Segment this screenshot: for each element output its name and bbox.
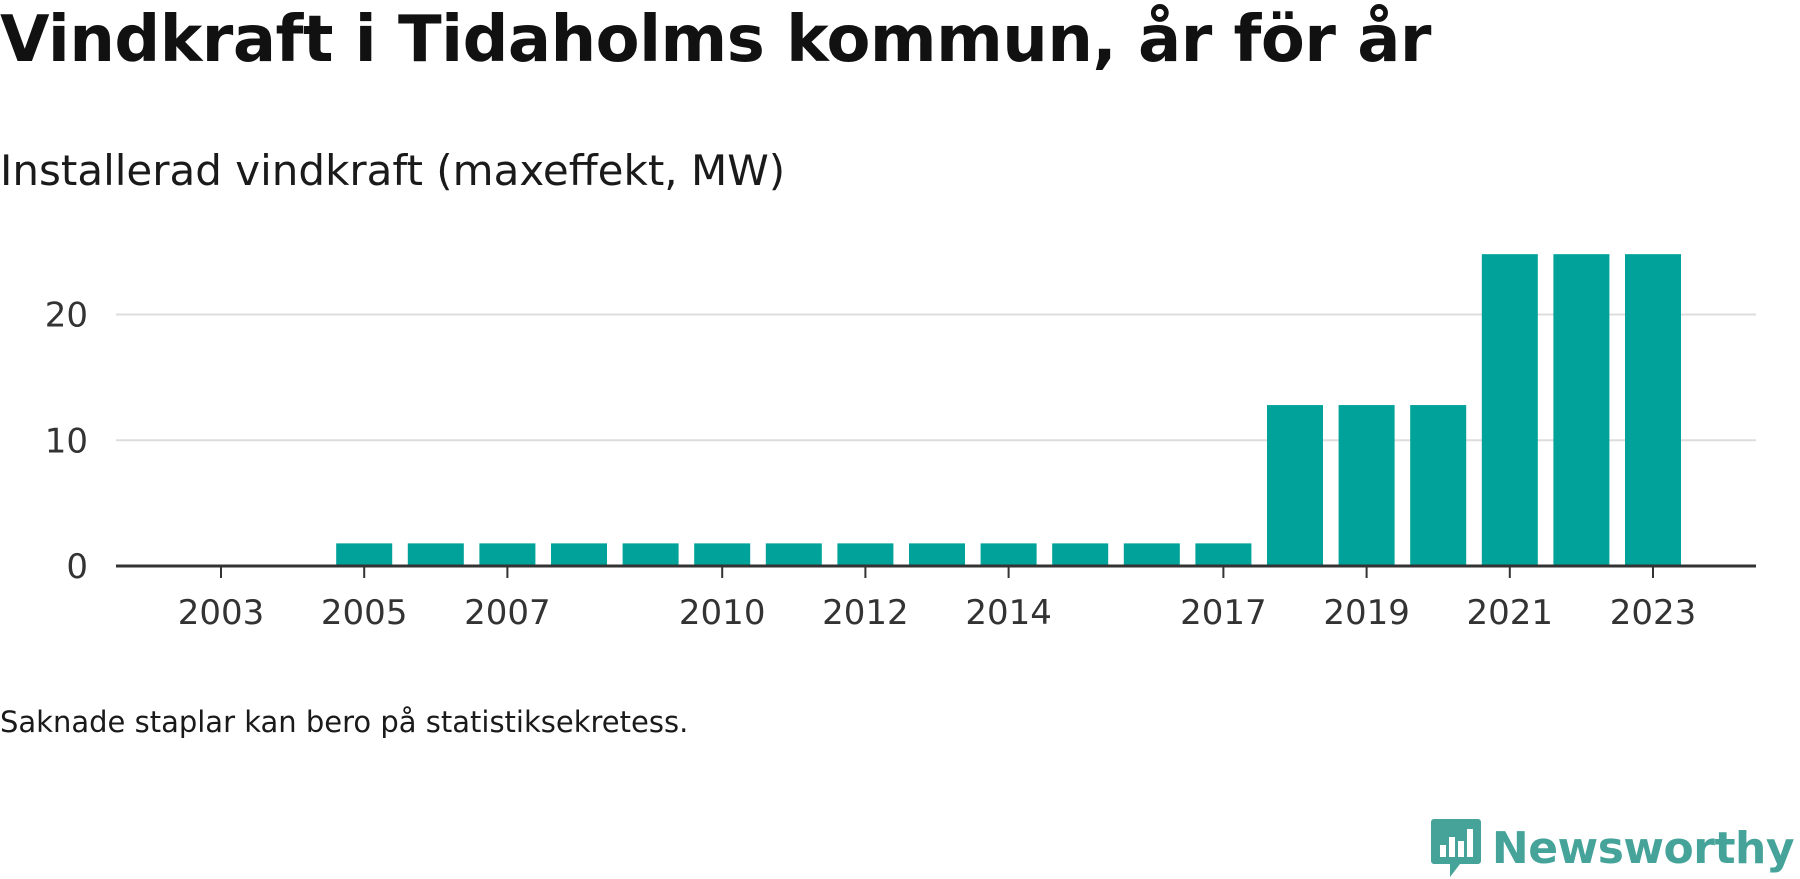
bar-2010 [694, 543, 751, 566]
bar-2007 [479, 543, 536, 566]
bar-2017 [1195, 543, 1252, 566]
bar-2020 [1410, 405, 1467, 566]
bar-2018 [1267, 405, 1323, 566]
y-tick-label: 10 [45, 421, 88, 461]
y-tick-label: 20 [45, 296, 88, 336]
brand-logo: Newsworthy [1430, 817, 1795, 879]
bar-2013 [909, 543, 965, 566]
x-tick-label: 2014 [965, 593, 1052, 633]
x-axis [116, 564, 1756, 578]
bar-2023 [1625, 254, 1681, 567]
chart-subtitle: Installerad vindkraft (maxeffekt, MW) [0, 146, 786, 195]
bar-2019 [1338, 405, 1395, 566]
x-tick-label: 2023 [1610, 593, 1697, 633]
bar-2022 [1553, 254, 1610, 567]
y-tick-labels: 0 10 20 [45, 296, 88, 587]
footnote: Saknade staplar kan bero på statistiksek… [0, 705, 689, 739]
x-tick-label: 2021 [1467, 593, 1554, 633]
bar-2015 [1052, 543, 1109, 566]
brand-name: Newsworthy [1491, 822, 1795, 874]
bar-2005 [336, 543, 393, 566]
x-tick-label: 2012 [822, 593, 909, 633]
newsworthy-logo-icon [1430, 819, 1481, 877]
bar-2021 [1481, 254, 1538, 567]
bar-2006 [407, 543, 464, 566]
bar-2014 [980, 543, 1037, 566]
chart-title: Vindkraft i Tidaholms kommun, år för år [0, 3, 1431, 77]
x-tick-labels: 2003 2005 2007 2010 2012 2014 2017 2019 2021 2023 [178, 593, 1697, 633]
x-tick-label: 2007 [464, 593, 551, 633]
x-tick-label: 2010 [679, 593, 766, 633]
bar-2011 [765, 543, 822, 566]
x-tick-label: 2005 [321, 593, 408, 633]
bar-2008 [551, 543, 607, 566]
bar-2012 [837, 543, 894, 566]
x-tick-label: 2019 [1323, 593, 1410, 633]
bar-2009 [622, 543, 679, 566]
x-tick-label: 2017 [1180, 593, 1267, 633]
x-tick-label: 2003 [178, 593, 265, 633]
bars [336, 254, 1681, 567]
bar-2016 [1123, 543, 1180, 566]
y-tick-label: 0 [66, 547, 88, 587]
